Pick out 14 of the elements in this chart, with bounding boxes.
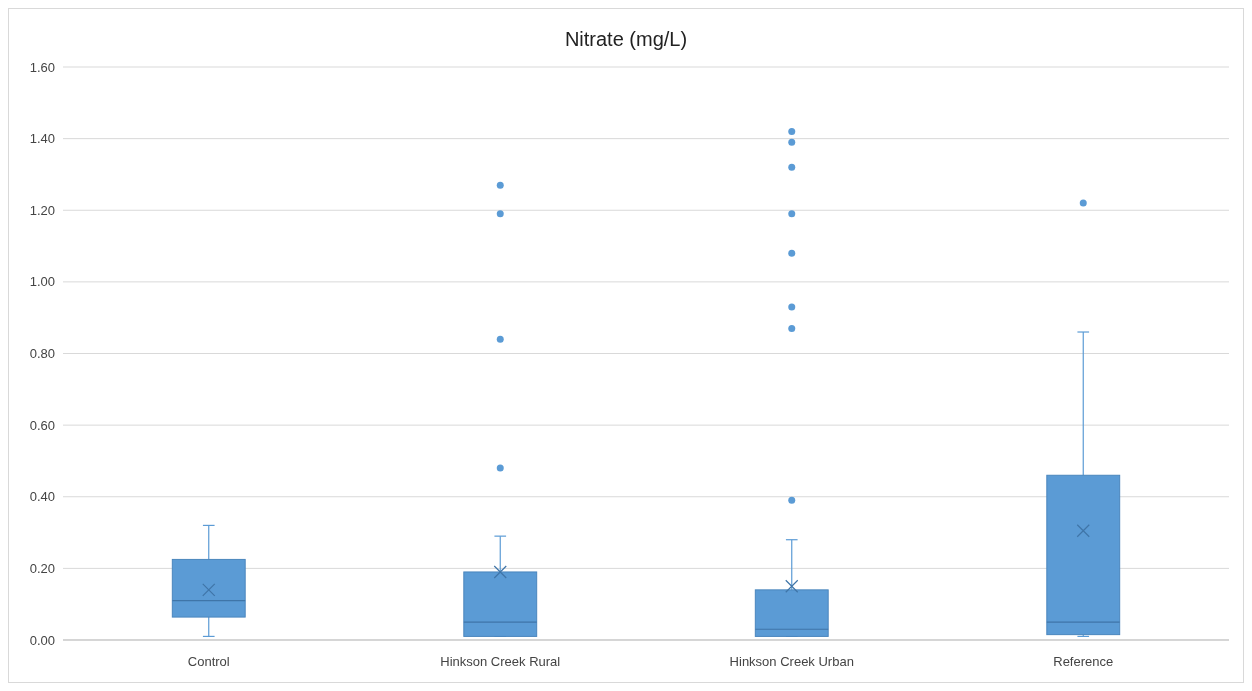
chart-title: Nitrate (mg/L) [564, 28, 688, 50]
y-tick-label: 1.40 [29, 131, 55, 147]
y-tick-label: 0.60 [29, 417, 55, 433]
y-tick-label: 1.60 [29, 59, 55, 75]
y-tick-label: 0.40 [29, 489, 55, 505]
y-tick-label: 0.00 [29, 632, 55, 648]
x-tick-label: Hinkson Creek Urban [729, 654, 854, 669]
y-tick-label: 0.80 [29, 346, 55, 362]
x-tick-label: Control [187, 654, 230, 669]
y-tick-label: 1.20 [29, 202, 55, 218]
x-tick-label: Hinkson Creek Rural [440, 654, 561, 669]
y-tick-label: 1.00 [29, 274, 55, 290]
y-tick-label: 0.20 [29, 560, 55, 576]
x-tick-label: Reference [1053, 654, 1114, 669]
